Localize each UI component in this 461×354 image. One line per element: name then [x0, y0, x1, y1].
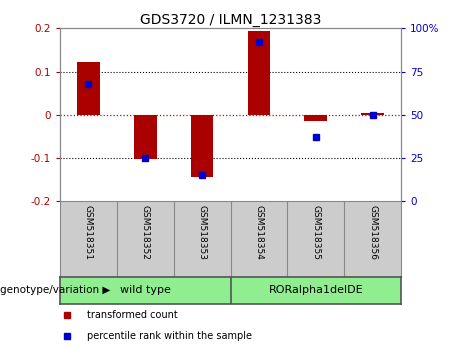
Bar [134, 115, 157, 159]
Text: GSM518352: GSM518352 [141, 205, 150, 260]
Text: wild type: wild type [120, 285, 171, 295]
Bar [361, 113, 384, 115]
Bar [191, 115, 213, 177]
Title: GDS3720 / ILMN_1231383: GDS3720 / ILMN_1231383 [140, 13, 321, 27]
Bar [77, 62, 100, 115]
Bar [248, 32, 270, 115]
Text: GSM518355: GSM518355 [311, 205, 320, 260]
Text: GSM518354: GSM518354 [254, 205, 263, 260]
Text: genotype/variation ▶: genotype/variation ▶ [0, 285, 110, 295]
Bar [304, 115, 327, 121]
Text: GSM518356: GSM518356 [368, 205, 377, 260]
Text: GSM518351: GSM518351 [84, 205, 93, 260]
Text: transformed count: transformed count [87, 309, 178, 320]
Text: RORalpha1delDE: RORalpha1delDE [268, 285, 363, 295]
Text: GSM518353: GSM518353 [198, 205, 207, 260]
Text: percentile rank within the sample: percentile rank within the sample [87, 331, 252, 341]
